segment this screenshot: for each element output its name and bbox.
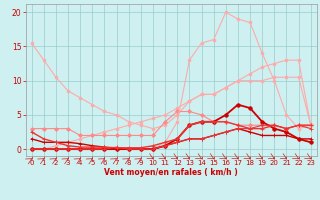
X-axis label: Vent moyen/en rafales ( km/h ): Vent moyen/en rafales ( km/h ) <box>104 168 238 177</box>
